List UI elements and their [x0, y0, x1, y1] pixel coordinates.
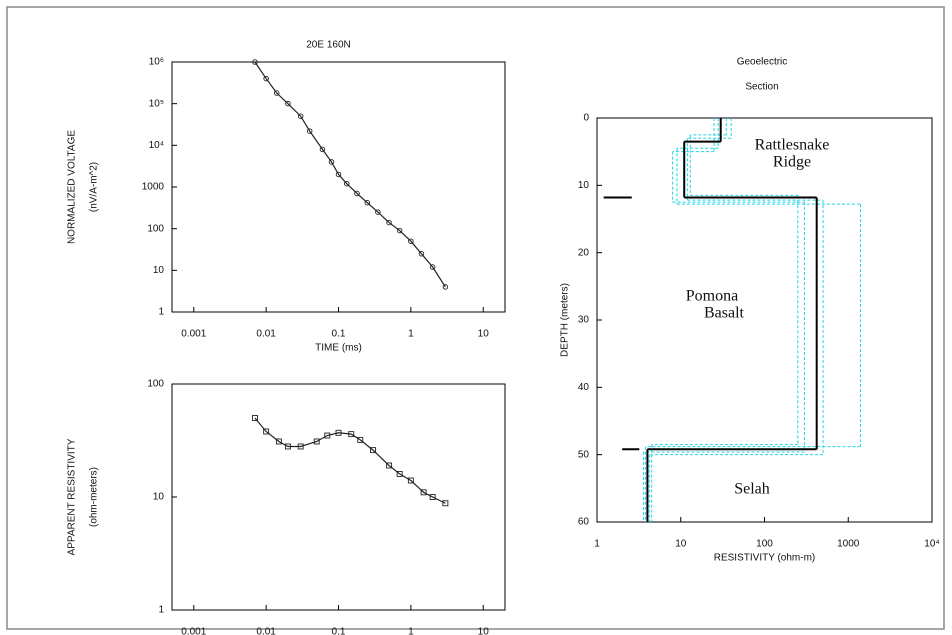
data-point [408, 238, 414, 244]
y-tick-label: 10 [153, 265, 165, 276]
chart-title: Geoelectric [737, 57, 788, 68]
y-axis-label: NORMALIZED VOLTAGE [67, 130, 78, 244]
data-point [284, 443, 291, 450]
layer-label: Rattlesnake [755, 137, 830, 154]
data-point [273, 90, 280, 96]
y-tick-label: 30 [578, 315, 590, 326]
data-point [396, 227, 403, 234]
y-axis-label: (nV/A-m^2) [89, 162, 100, 212]
layer-label: Selah [734, 481, 770, 498]
y-tick-label: 60 [578, 517, 590, 528]
y-tick-label: 100 [147, 379, 164, 390]
data-point [313, 438, 320, 445]
x-tick-label: 1 [408, 627, 414, 635]
x-tick-label: 100 [756, 539, 773, 550]
data-point [306, 128, 313, 134]
x-tick-label: 0.001 [181, 329, 206, 340]
layer-label: Basalt [704, 305, 745, 322]
data-point [335, 429, 342, 436]
data-point [407, 477, 414, 484]
data-point [328, 159, 335, 165]
data-point [418, 251, 425, 257]
x-tick-label: 1 [594, 539, 600, 550]
data-point [251, 415, 258, 421]
data-point [335, 171, 342, 178]
data-point [343, 180, 350, 187]
x-tick-label: 0.1 [332, 627, 346, 635]
x-tick-label: 0.01 [256, 627, 276, 635]
y-tick-label: 40 [578, 382, 590, 393]
x-tick-label: 1 [408, 329, 414, 340]
x-tick-label: 0.1 [332, 329, 346, 340]
plot-area [171, 61, 506, 313]
data-point [324, 432, 331, 439]
data-line [254, 417, 446, 504]
x-tick-label: 10 [478, 627, 490, 635]
data-point [263, 428, 270, 435]
x-tick-label: 0.001 [181, 627, 206, 635]
x-axis-label: TIME (ms) [315, 343, 362, 354]
y-axis-label: (ohm-meters) [89, 467, 100, 527]
y-tick-label: 1000 [142, 182, 165, 193]
frame [6, 6, 945, 630]
data-line [254, 61, 446, 288]
data-point [319, 146, 326, 153]
data-point [357, 436, 364, 443]
x-tick-label: 1000 [837, 539, 860, 550]
data-point [285, 100, 291, 107]
data-point [375, 209, 381, 215]
y-axis-label: APPARENT RESISTIVITY [67, 438, 78, 555]
chart-title: Section [745, 82, 778, 93]
data-point [420, 489, 427, 496]
y-tick-label: 1 [158, 307, 164, 318]
y-tick-label: 20 [578, 247, 590, 258]
y-tick-label: 10⁵ [149, 98, 164, 109]
chart-title: 20E 160N [306, 40, 350, 51]
layer-label: Pomona [686, 288, 738, 305]
data-point [370, 447, 376, 454]
y-axis-label: DEPTH (meters) [560, 283, 571, 357]
plot-area [171, 383, 506, 611]
data-point [396, 470, 403, 477]
data-point [297, 113, 304, 119]
x-tick-label: 10 [478, 329, 490, 340]
data-point [442, 500, 449, 507]
data-point [275, 438, 282, 445]
y-tick-label: 50 [578, 449, 590, 460]
data-point [297, 443, 304, 450]
x-tick-label: 10⁴ [924, 539, 939, 550]
y-tick-label: 0 [583, 113, 589, 124]
data-point [263, 75, 269, 82]
data-point [386, 219, 392, 226]
data-point [442, 284, 449, 290]
y-tick-label: 10⁴ [149, 140, 164, 151]
layer-label: Ridge [773, 154, 811, 171]
data-point [364, 199, 371, 206]
x-tick-label: 10 [675, 539, 687, 550]
data-point [348, 431, 355, 438]
data-point [386, 462, 393, 469]
data-point [429, 494, 436, 500]
y-tick-label: 1 [158, 605, 164, 616]
y-tick-label: 100 [147, 223, 164, 234]
data-point [354, 190, 360, 197]
x-tick-label: 0.01 [256, 329, 276, 340]
data-point [429, 264, 436, 270]
data-point [252, 59, 258, 65]
x-axis-label: RESISTIVITY (ohm-m) [714, 553, 816, 564]
y-tick-label: 10 [153, 492, 165, 503]
y-tick-label: 10 [578, 180, 590, 191]
y-tick-label: 10⁶ [149, 57, 164, 68]
